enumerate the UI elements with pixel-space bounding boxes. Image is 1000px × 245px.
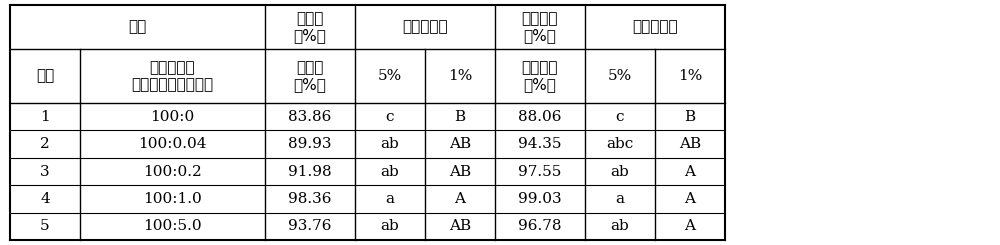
Text: 93.76: 93.76 bbox=[288, 219, 332, 233]
Text: 83.86: 83.86 bbox=[288, 110, 332, 124]
Text: 5: 5 bbox=[40, 219, 50, 233]
Text: A: A bbox=[454, 192, 465, 206]
Text: 编号: 编号 bbox=[36, 68, 54, 84]
Text: A: A bbox=[685, 164, 696, 179]
Text: 1%: 1% bbox=[678, 69, 702, 83]
Text: 差异显著性: 差异显著性 bbox=[402, 19, 448, 35]
Text: A: A bbox=[685, 192, 696, 206]
Text: AB: AB bbox=[449, 137, 471, 151]
Text: 差异显著性: 差异显著性 bbox=[632, 19, 678, 35]
Text: B: B bbox=[684, 110, 696, 124]
Text: c: c bbox=[386, 110, 394, 124]
Text: 97.55: 97.55 bbox=[518, 164, 562, 179]
Text: ab: ab bbox=[381, 219, 399, 233]
Text: abc: abc bbox=[606, 137, 634, 151]
Text: 株防效
（%）: 株防效 （%） bbox=[294, 11, 326, 43]
Text: 4: 4 bbox=[40, 192, 50, 206]
Text: AB: AB bbox=[449, 219, 471, 233]
Text: 100:0.04: 100:0.04 bbox=[138, 137, 207, 151]
Text: a: a bbox=[616, 192, 624, 206]
Text: 91.98: 91.98 bbox=[288, 164, 332, 179]
Text: 处理: 处理 bbox=[128, 19, 147, 35]
Text: ab: ab bbox=[381, 137, 399, 151]
Text: ab: ab bbox=[611, 164, 629, 179]
Text: 1: 1 bbox=[40, 110, 50, 124]
Text: 100:0: 100:0 bbox=[150, 110, 195, 124]
Text: 100:5.0: 100:5.0 bbox=[143, 219, 202, 233]
Text: 株防效
（%）: 株防效 （%） bbox=[294, 60, 326, 92]
Text: 鲜重防效
（%）: 鲜重防效 （%） bbox=[522, 11, 558, 43]
Text: 鲜重防效
（%）: 鲜重防效 （%） bbox=[522, 60, 558, 92]
Text: 89.93: 89.93 bbox=[288, 137, 332, 151]
Text: ab: ab bbox=[611, 219, 629, 233]
Text: 5%: 5% bbox=[608, 69, 632, 83]
Text: c: c bbox=[616, 110, 624, 124]
Text: ab: ab bbox=[381, 164, 399, 179]
Text: B: B bbox=[454, 110, 466, 124]
Text: 100:1.0: 100:1.0 bbox=[143, 192, 202, 206]
Text: 96.78: 96.78 bbox=[518, 219, 562, 233]
Text: 100:0.2: 100:0.2 bbox=[143, 164, 202, 179]
Text: AB: AB bbox=[449, 164, 471, 179]
Text: 3: 3 bbox=[40, 164, 50, 179]
Text: 有效成分比
（草甘膦：赤霉素）: 有效成分比 （草甘膦：赤霉素） bbox=[131, 60, 214, 92]
Text: 99.03: 99.03 bbox=[518, 192, 562, 206]
Text: 94.35: 94.35 bbox=[518, 137, 562, 151]
Text: a: a bbox=[386, 192, 394, 206]
Text: A: A bbox=[685, 219, 696, 233]
Text: 98.36: 98.36 bbox=[288, 192, 332, 206]
Text: 2: 2 bbox=[40, 137, 50, 151]
Text: 5%: 5% bbox=[378, 69, 402, 83]
Text: 88.06: 88.06 bbox=[518, 110, 562, 124]
Text: 1%: 1% bbox=[448, 69, 472, 83]
Text: AB: AB bbox=[679, 137, 701, 151]
